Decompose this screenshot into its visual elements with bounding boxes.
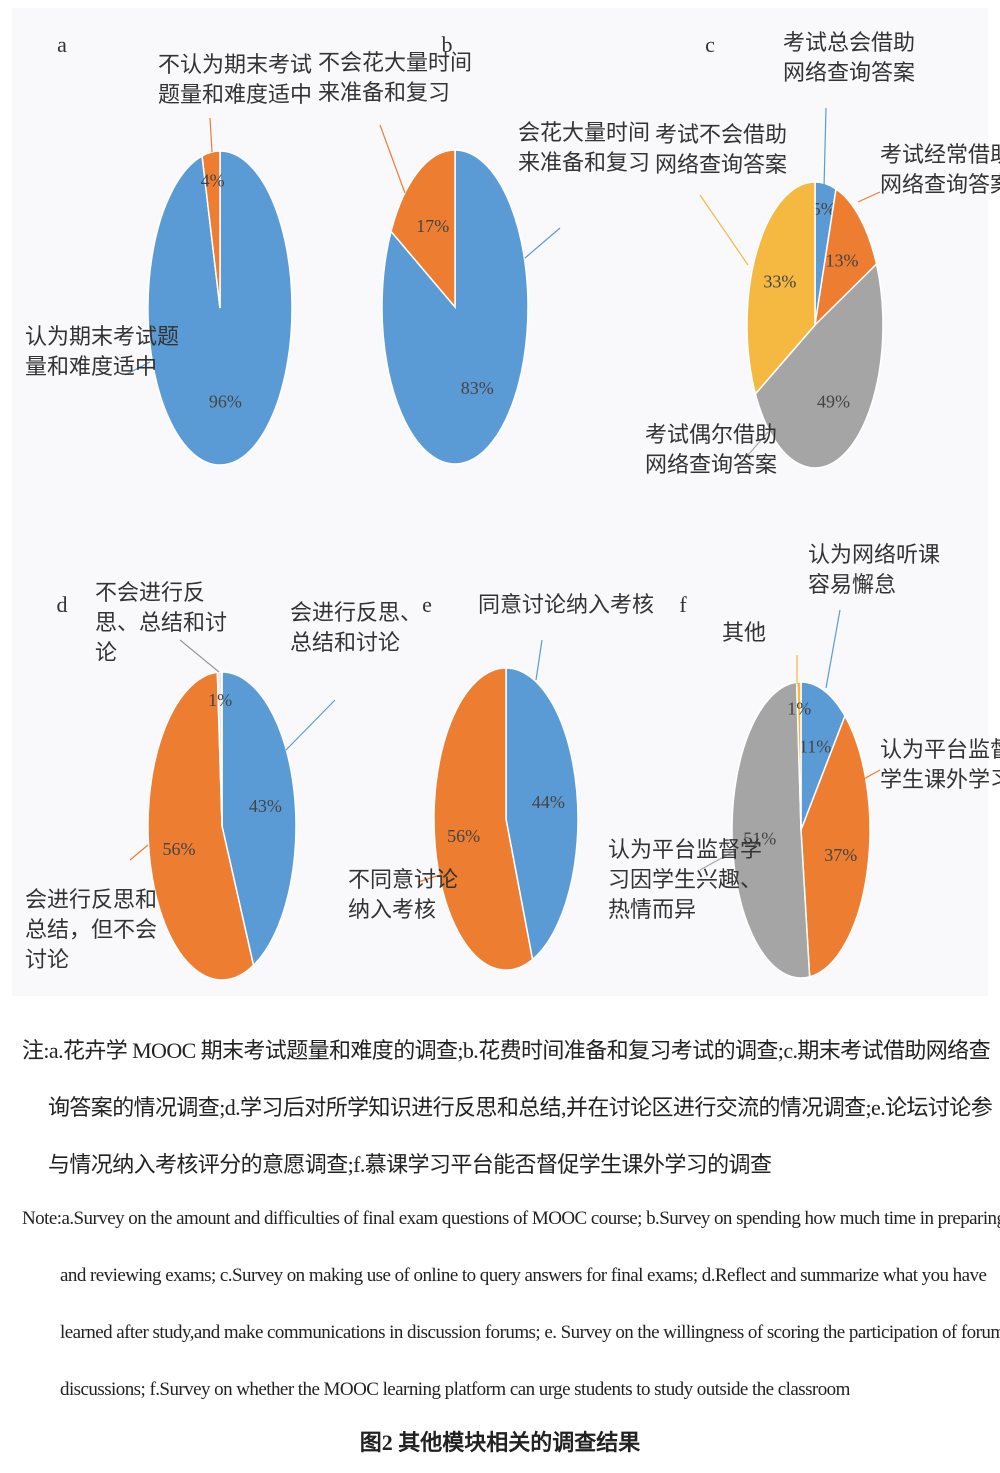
- value-label: 51%: [743, 828, 776, 848]
- pie-slice: [390, 149, 456, 310]
- value-label: 56%: [447, 826, 480, 846]
- pie-slice: [216, 671, 223, 827]
- pie-slice: [746, 181, 816, 396]
- note-en: Note:a.Survey on the amount and difficul…: [22, 1208, 1000, 1400]
- category-label: 不认为期末考试题量和难度适中: [158, 52, 313, 107]
- value-label: 5%: [812, 199, 836, 219]
- pie-slice: [201, 150, 221, 309]
- value-label: 1%: [208, 690, 232, 710]
- leader-line: [179, 639, 220, 673]
- category-label: 考试总会借助网络查询答案: [783, 30, 916, 85]
- leader-line: [124, 361, 151, 376]
- value-label: 96%: [209, 391, 242, 411]
- category-label: 认为平台监督学习因学生兴趣、热情而异: [608, 837, 763, 922]
- value-label: 56%: [162, 839, 195, 859]
- pie-slice: [800, 681, 846, 831]
- leader-line: [379, 124, 406, 194]
- leader-line: [741, 431, 769, 463]
- leader-line: [535, 639, 543, 681]
- pie-slice: [505, 667, 579, 961]
- pie-slice: [813, 187, 878, 328]
- category-label: 不会进行反思、总结和讨论: [95, 580, 228, 665]
- value-label: 1%: [787, 699, 811, 719]
- value-label: 13%: [825, 251, 858, 271]
- leader-line: [209, 117, 213, 153]
- category-label: 考试经常借助网络查询答案: [880, 142, 1000, 197]
- value-label: 33%: [763, 271, 796, 291]
- figure-caption: 图2 其他模块相关的调查结果: [359, 1430, 641, 1455]
- value-label: 83%: [461, 378, 494, 398]
- category-label: 会进行反思和总结，但不会讨论: [25, 887, 158, 972]
- value-label: 37%: [824, 845, 857, 865]
- panel-letter: c: [705, 32, 715, 57]
- category-label: 考试不会借助网络查询答案: [655, 122, 788, 177]
- charts: a 96% 4% b 83% 17% c 5% 13% 49% 33% d 43% 56% 1% e 44% 56…: [57, 32, 884, 981]
- category-label: 不同意讨论纳入考核: [348, 867, 459, 922]
- panel-letter: a: [57, 32, 67, 57]
- pie-slice: [433, 667, 534, 971]
- leader-line: [861, 769, 881, 781]
- category-label: 考试偶尔借助网络查询答案: [645, 422, 778, 477]
- category-label: 会进行反思、总结和讨论: [290, 600, 423, 655]
- pie-slice: [754, 262, 884, 469]
- leader-line: [823, 107, 827, 189]
- value-label: 49%: [817, 391, 850, 411]
- leader-line: [417, 874, 441, 883]
- pie-slice: [731, 681, 811, 979]
- panel-letter: b: [442, 32, 453, 57]
- leader-line: [699, 849, 737, 871]
- value-label: 4%: [201, 170, 225, 190]
- pie-slice: [221, 671, 297, 967]
- leader-line: [524, 227, 561, 259]
- leader-line: [285, 699, 336, 751]
- value-label: 43%: [249, 796, 282, 816]
- category-label: 认为网络听课容易懈怠: [808, 542, 941, 597]
- leader-line: [699, 194, 749, 266]
- category-label: 同意讨论纳入考核: [478, 592, 655, 617]
- panel-letter: e: [422, 592, 432, 617]
- category-label: 不会花大量时间来准备和复习: [318, 50, 473, 105]
- leader-line: [825, 609, 841, 689]
- category-label: 其他: [722, 620, 767, 645]
- category-label: 认为平台监督学生课外学习: [880, 737, 1000, 792]
- panel-letter: f: [679, 592, 687, 617]
- value-label: 44%: [532, 792, 565, 812]
- panel-letter: d: [57, 592, 68, 617]
- leader-line: [857, 191, 881, 203]
- pie-slice: [800, 714, 871, 978]
- value-label: 17%: [416, 216, 449, 236]
- value-label: 11%: [799, 736, 831, 756]
- note-cn: 注:a.花卉学 MOOC 期末考试题量和难度的调查;b.花费时间准备和复习考试的…: [22, 1038, 993, 1177]
- leader-line: [129, 844, 149, 861]
- pie-slice: [147, 671, 255, 981]
- category-label: 会花大量时间来准备和复习: [518, 120, 651, 175]
- category-label: 认为期末考试题量和难度适中: [25, 324, 180, 379]
